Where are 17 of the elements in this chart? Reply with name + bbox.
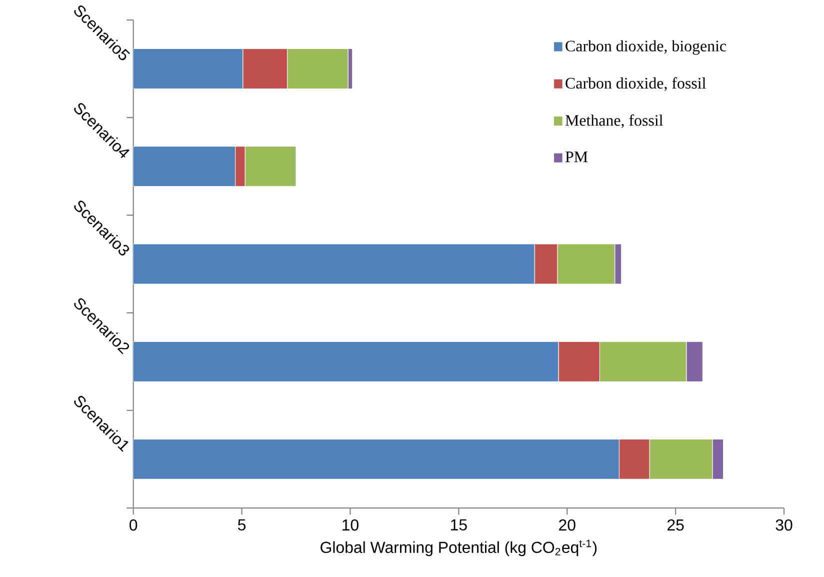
x-axis-title: Global Warming Potential (kg CO$_{2}$eq$^{t-1}$) [320,540,597,556]
bar [133,341,559,382]
x-tick-label: 5 [238,519,246,530]
legend-label: Carbon dioxide, biogenic [566,40,726,55]
x-tick-label: 25 [668,519,684,530]
bar [133,438,620,480]
legend-label: Methane, fossil [565,114,663,128]
x-tick-label: 30 [776,519,792,530]
bar [133,244,535,284]
legend-label: PM [565,151,588,162]
x-tick-label: 20 [559,519,576,530]
x-tick-label: 0 [130,519,138,530]
bar [133,146,236,186]
legend-label: Carbon dioxide, fossil [566,77,706,91]
x-tick-label: 15 [451,519,467,530]
x-tick-label: 10 [342,519,358,530]
bar [133,48,244,89]
